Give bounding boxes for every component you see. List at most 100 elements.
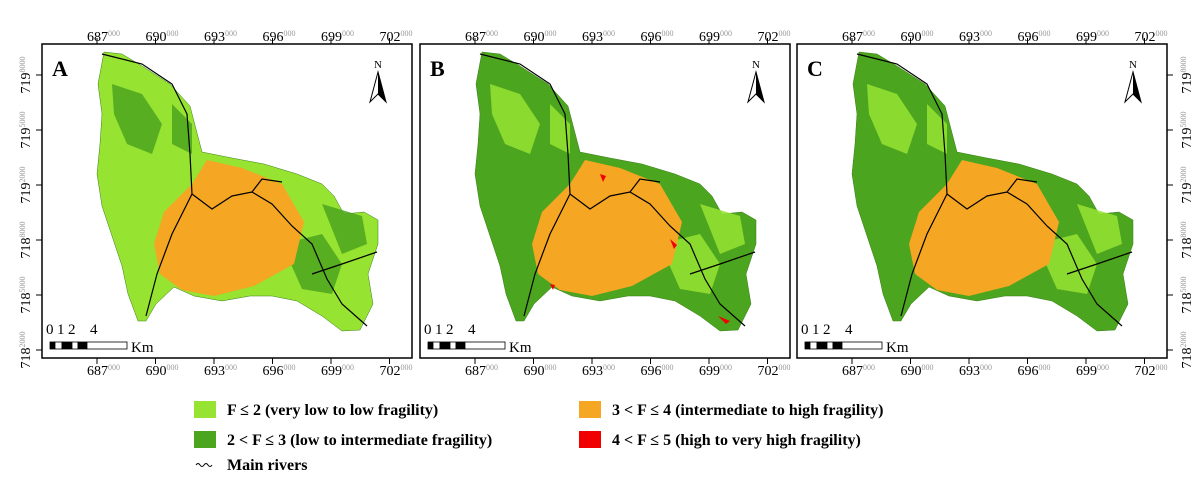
tick-sup: 000: [225, 29, 237, 38]
x-tick-label: 687000: [465, 29, 498, 45]
x-tick-label: 696000: [263, 363, 296, 379]
x-tick-label: 693000: [959, 29, 992, 45]
scale-segment: [55, 342, 62, 349]
scale-tick: 0: [424, 322, 432, 338]
tick-sup: 000: [1039, 29, 1051, 38]
x-tick-label: 687000: [842, 29, 875, 45]
x-tick-label: 690000: [901, 363, 934, 379]
x-tick-label: 699000: [699, 363, 732, 379]
tick-main: 696: [263, 30, 284, 45]
tick-main: 690: [524, 30, 545, 45]
panel-label: C: [807, 56, 823, 81]
tick-sup: 5000: [18, 277, 27, 293]
scale-tick: 0: [46, 322, 54, 338]
tick-main: 696: [1018, 364, 1039, 379]
legend-label: 2 < F ≤ 3 (low to intermediate fragility…: [227, 432, 492, 449]
scale-tick: 1: [435, 322, 443, 338]
tick-sup: 000: [108, 29, 120, 38]
scale-tick: 0: [801, 322, 809, 338]
tick-main: 693: [582, 30, 603, 45]
x-tick-label: 699000: [1076, 29, 1109, 45]
north-label: N: [1129, 59, 1137, 71]
x-tick-label: 699000: [321, 363, 354, 379]
y-tick-label: 7185000: [18, 277, 34, 314]
scale-segment: [440, 342, 450, 349]
x-tick-label: 699000: [321, 29, 354, 45]
y-tick-label: 7192000: [1179, 167, 1192, 204]
tick-main: 687: [842, 364, 863, 379]
tick-sup: 8000: [18, 222, 27, 238]
x-tick-label: 696000: [263, 29, 296, 45]
tick-sup: 000: [545, 363, 557, 372]
x-tick-label: 702000: [758, 363, 791, 379]
tick-main: 696: [641, 30, 662, 45]
tick-sup: 000: [779, 29, 791, 38]
x-tick-label: 693000: [582, 29, 615, 45]
tick-sup: 000: [342, 363, 354, 372]
tick-main: 718: [19, 348, 34, 369]
tick-main: 690: [901, 30, 922, 45]
y-tick-label: 7198000: [18, 57, 34, 94]
x-tick-label: 687000: [87, 363, 120, 379]
tick-sup: 2000: [1179, 167, 1188, 183]
x-tick-label: 693000: [959, 363, 992, 379]
legend-label: Main rivers: [227, 457, 307, 474]
scale-segment: [50, 342, 55, 349]
tick-sup: 000: [720, 363, 732, 372]
tick-main: 718: [19, 238, 34, 259]
scale-segment: [428, 342, 433, 349]
tick-main: 702: [1135, 364, 1156, 379]
legend-river: [196, 464, 212, 467]
tick-sup: 5000: [1179, 277, 1188, 293]
tick-main: 719: [19, 128, 34, 149]
scale-unit: Km: [886, 340, 909, 356]
page: {"panels": [{"label": "A"}, {"label": "B…: [0, 0, 1192, 481]
tick-sup: 5000: [1179, 112, 1188, 128]
scale-segment: [827, 342, 833, 349]
x-tick-label: 702000: [758, 29, 791, 45]
tick-sup: 000: [922, 29, 934, 38]
tick-sup: 5000: [18, 112, 27, 128]
x-tick-label: 702000: [380, 363, 413, 379]
scale-segment: [87, 342, 127, 349]
x-tick-label: 687000: [465, 363, 498, 379]
y-tick-label: 7188000: [18, 222, 34, 259]
tick-sup: 000: [603, 363, 615, 372]
scale-segment: [450, 342, 456, 349]
scale-tick: 4: [468, 322, 476, 338]
y-tick-label: 7195000: [1179, 112, 1192, 149]
tick-main: 687: [465, 364, 486, 379]
tick-main: 718: [1180, 293, 1192, 314]
tick-main: 699: [321, 364, 342, 379]
scale-segment: [817, 342, 827, 349]
tick-sup: 000: [1097, 29, 1109, 38]
tick-main: 719: [19, 183, 34, 204]
tick-main: 702: [1135, 30, 1156, 45]
tick-sup: 000: [863, 29, 875, 38]
scale-segment: [78, 342, 87, 349]
tick-main: 719: [1180, 183, 1192, 204]
x-tick-label: 690000: [524, 363, 557, 379]
x-tick-label: 696000: [1018, 363, 1051, 379]
x-tick-label: 702000: [1135, 29, 1168, 45]
panel-label: A: [52, 56, 68, 81]
north-label: N: [752, 59, 760, 71]
scale-segment: [833, 342, 842, 349]
figure: AN0124Km68700068700069000069000069300069…: [0, 0, 1192, 481]
x-tick-label: 702000: [380, 29, 413, 45]
tick-sup: 000: [284, 29, 296, 38]
scale-segment: [805, 342, 810, 349]
tick-main: 702: [758, 364, 779, 379]
x-tick-label: 696000: [641, 363, 674, 379]
tick-sup: 000: [486, 363, 498, 372]
tick-main: 696: [263, 364, 284, 379]
tick-main: 693: [204, 30, 225, 45]
tick-sup: 000: [662, 363, 674, 372]
x-tick-label: 687000: [842, 363, 875, 379]
legend-label: 3 < F ≤ 4 (intermediate to high fragilit…: [612, 402, 883, 419]
tick-sup: 000: [1097, 363, 1109, 372]
tick-main: 687: [465, 30, 486, 45]
y-tick-label: 7188000: [1179, 222, 1192, 259]
